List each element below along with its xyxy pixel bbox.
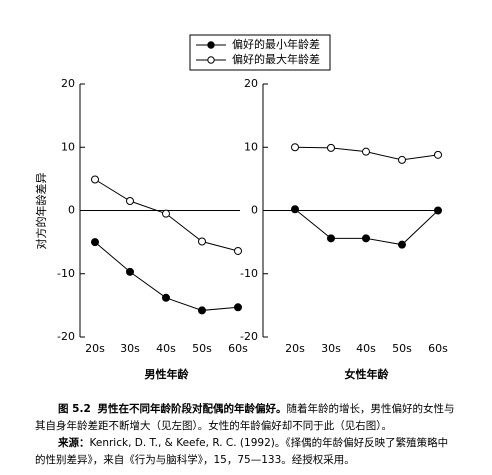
data-point bbox=[434, 150, 442, 159]
data-point bbox=[162, 293, 170, 302]
data-point bbox=[234, 246, 242, 255]
data-point bbox=[234, 303, 242, 312]
data-point bbox=[362, 234, 370, 243]
y-tick-label: -20 bbox=[57, 330, 75, 343]
source-paragraph: 来源：Kenrick, D. T., & Keefe, R. C. (1992)… bbox=[35, 435, 455, 469]
legend-label: 偏好的最小年龄差 bbox=[232, 37, 320, 51]
data-point bbox=[434, 206, 442, 215]
data-point bbox=[291, 205, 299, 214]
caption-paragraph: 图 5.2 男性在不同年龄阶段对配偶的年龄偏好。随着年龄的增长，男性偏好的女性与… bbox=[35, 401, 455, 435]
legend-marker bbox=[207, 56, 215, 64]
x-axis-label: 男性年龄 bbox=[145, 367, 190, 381]
x-tick-label: 60s bbox=[228, 342, 248, 355]
data-point bbox=[198, 306, 206, 315]
y-tick-label: 20 bbox=[61, 77, 75, 90]
x-tick-label: 20s bbox=[285, 342, 305, 355]
y-tick-label: 0 bbox=[68, 204, 75, 217]
x-tick-label: 60s bbox=[428, 342, 448, 355]
x-tick-label: 30s bbox=[321, 342, 341, 355]
x-axis-label: 女性年龄 bbox=[345, 367, 390, 381]
x-tick-label: 40s bbox=[156, 342, 176, 355]
data-point bbox=[398, 155, 406, 164]
data-point bbox=[398, 240, 406, 249]
y-tick-label: 10 bbox=[61, 140, 75, 153]
x-tick-label: 50s bbox=[192, 342, 212, 355]
x-tick-label: 20s bbox=[85, 342, 105, 355]
data-point bbox=[91, 175, 99, 184]
x-tick-label: 30s bbox=[120, 342, 140, 355]
data-point bbox=[126, 267, 134, 276]
data-point bbox=[91, 238, 99, 247]
source-label: 来源： bbox=[58, 437, 90, 449]
data-point bbox=[327, 234, 335, 243]
data-point bbox=[327, 143, 335, 152]
legend-box bbox=[189, 34, 331, 71]
caption-text: 随着年龄的增长，男性偏好的女性与其自身年龄差距不断增大（见左图）。女性的年龄偏好… bbox=[35, 403, 455, 432]
figure-label: 图 5.2 bbox=[58, 403, 91, 415]
y-tick-label: 20 bbox=[244, 77, 258, 90]
caption: 图 5.2 男性在不同年龄阶段对配偶的年龄偏好。随着年龄的增长，男性偏好的女性与… bbox=[35, 401, 455, 469]
y-tick-label: 0 bbox=[251, 204, 258, 217]
x-tick-label: 40s bbox=[356, 342, 376, 355]
data-point bbox=[362, 147, 370, 156]
y-axis-label: 对方的年龄差异 bbox=[34, 173, 48, 250]
data-point bbox=[198, 237, 206, 246]
figure-title: 男性在不同年龄阶段对配偶的年龄偏好。 bbox=[97, 403, 287, 415]
data-point bbox=[162, 209, 170, 218]
y-tick-label: -10 bbox=[57, 267, 75, 280]
x-tick-label: 50s bbox=[392, 342, 412, 355]
source-text: Kenrick, D. T., & Keefe, R. C. (1992)。《择… bbox=[35, 437, 449, 466]
y-tick-label: -10 bbox=[240, 267, 258, 280]
legend-label: 偏好的最大年龄差 bbox=[232, 52, 320, 66]
data-point bbox=[291, 143, 299, 152]
y-tick-label: 10 bbox=[244, 140, 258, 153]
y-tick-label: -20 bbox=[240, 330, 258, 343]
data-point bbox=[126, 197, 134, 206]
legend-marker bbox=[207, 41, 215, 49]
